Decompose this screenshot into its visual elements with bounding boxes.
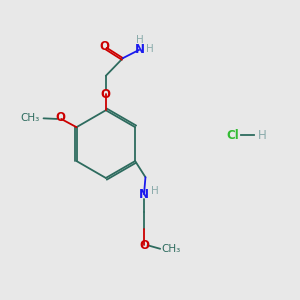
Text: H: H	[151, 186, 159, 197]
Text: O: O	[101, 88, 111, 100]
Text: Cl: Cl	[226, 129, 239, 142]
Text: H: H	[257, 129, 266, 142]
Text: H: H	[146, 44, 154, 54]
Text: N: N	[139, 188, 149, 201]
Text: H: H	[136, 35, 144, 45]
Text: CH₃: CH₃	[21, 113, 40, 123]
Text: O: O	[139, 239, 149, 252]
Text: O: O	[56, 111, 66, 124]
Text: N: N	[135, 43, 145, 56]
Text: CH₃: CH₃	[162, 244, 181, 254]
Text: O: O	[99, 40, 110, 53]
